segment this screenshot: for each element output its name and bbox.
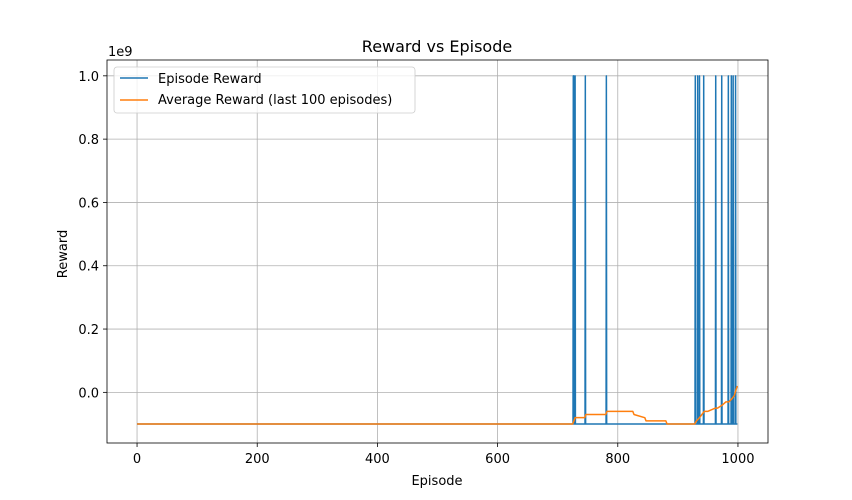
- y-axis-label: Reward: [56, 230, 71, 278]
- legend-box: [113, 66, 416, 114]
- y-tick-label: 0.0: [78, 386, 99, 401]
- x-tick-label: 1000: [721, 452, 754, 467]
- legend: Episode Reward Average Reward (last 100 …: [113, 66, 416, 114]
- y-offset-label: 1e9: [108, 45, 133, 60]
- y-tick-label: 0.6: [78, 196, 99, 211]
- series-line-episode-reward: [137, 75, 738, 425]
- x-tick-label: 800: [605, 452, 630, 467]
- plot-series: [137, 75, 739, 425]
- legend-label-average-reward: Average Reward (last 100 episodes): [158, 93, 392, 108]
- x-axis-label: Episode: [411, 474, 462, 489]
- legend-label-episode-reward: Episode Reward: [158, 72, 262, 87]
- y-tick-label: 0.8: [78, 133, 99, 148]
- plot-area-border: [106, 59, 769, 444]
- x-tick-label: 400: [365, 452, 390, 467]
- x-tick-label: 0: [133, 452, 141, 467]
- x-tick-label: 600: [485, 452, 510, 467]
- series-line-average-reward: [137, 385, 739, 425]
- axis-ticks: 0 200 400 600 800 1000 0.0 0.2 0.4 0.6 0.8 1.0: [78, 70, 754, 467]
- grid-lines: [107, 60, 768, 443]
- y-tick-label: 0.4: [78, 260, 99, 275]
- x-tick-label: 200: [245, 452, 270, 467]
- chart-title: Reward vs Episode: [362, 37, 512, 56]
- y-tick-label: 1.0: [78, 70, 99, 85]
- y-tick-label: 0.2: [78, 323, 99, 338]
